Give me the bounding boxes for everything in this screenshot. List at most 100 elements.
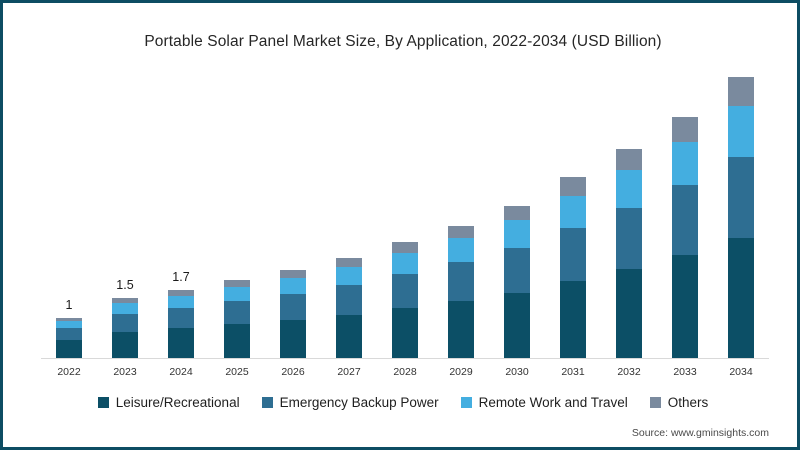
- bar-segment-2027-series-2[interactable]: [336, 267, 362, 286]
- x-tick-2023: 2023: [113, 366, 137, 378]
- bar-2023[interactable]: [112, 297, 138, 358]
- bar-segment-2025-series-0[interactable]: [224, 323, 250, 358]
- bar-segment-2025-series-1[interactable]: [224, 301, 250, 324]
- bar-segment-2032-series-2[interactable]: [616, 170, 642, 208]
- bar-segment-2022-series-3[interactable]: [56, 317, 82, 322]
- bar-segment-2030-series-0[interactable]: [504, 292, 530, 358]
- bar-segment-2031-series-0[interactable]: [560, 280, 586, 358]
- legend-item-1[interactable]: Emergency Backup Power: [261, 395, 439, 410]
- x-tick-2028: 2028: [393, 366, 417, 378]
- chart-title: Portable Solar Panel Market Size, By App…: [144, 33, 662, 50]
- bar-segment-2022-series-1[interactable]: [56, 328, 82, 340]
- legend-item-0[interactable]: Leisure/Recreational: [97, 395, 240, 410]
- legend-item-2[interactable]: Remote Work and Travel: [460, 395, 628, 410]
- legend-swatch-icon-0: [97, 397, 109, 408]
- bar-segment-2030-series-1[interactable]: [504, 248, 530, 293]
- bar-segment-2029-series-1[interactable]: [448, 262, 474, 301]
- bar-segment-2028-series-2[interactable]: [392, 252, 418, 274]
- bar-segment-2027-series-3[interactable]: [336, 257, 362, 268]
- bar-value-label-2023: 1.5: [116, 277, 134, 292]
- x-tick-2026: 2026: [281, 366, 305, 378]
- bar-segment-2025-series-3[interactable]: [224, 279, 250, 287]
- bar-segment-2025-series-2[interactable]: [224, 286, 250, 302]
- bar-segment-2034-series-2[interactable]: [728, 105, 754, 157]
- bar-segment-2024-series-3[interactable]: [168, 289, 194, 296]
- x-tick-2032: 2032: [617, 366, 641, 378]
- x-tick-2031: 2031: [561, 366, 585, 378]
- bar-segment-2028-series-1[interactable]: [392, 273, 418, 308]
- bar-segment-2026-series-1[interactable]: [280, 294, 306, 320]
- x-tick-2024: 2024: [169, 366, 193, 378]
- bar-segment-2030-series-2[interactable]: [504, 220, 530, 249]
- legend-label-1: Emergency Backup Power: [279, 395, 439, 410]
- bar-value-label-2024: 1.7: [172, 269, 190, 284]
- bar-segment-2023-series-1[interactable]: [112, 313, 138, 332]
- bar-segment-2022-series-2[interactable]: [56, 321, 82, 329]
- bar-segment-2027-series-1[interactable]: [336, 285, 362, 315]
- bar-2024[interactable]: [168, 289, 194, 358]
- legend-item-3[interactable]: Others: [649, 395, 709, 410]
- bar-2022[interactable]: [56, 317, 82, 358]
- bar-segment-2026-series-2[interactable]: [280, 278, 306, 295]
- bar-segment-2024-series-0[interactable]: [168, 328, 194, 358]
- bar-2031[interactable]: [560, 177, 586, 358]
- bar-segment-2031-series-3[interactable]: [560, 177, 586, 196]
- bar-segment-2033-series-0[interactable]: [672, 255, 698, 358]
- bar-segment-2033-series-3[interactable]: [672, 117, 698, 142]
- bar-segment-2032-series-3[interactable]: [616, 149, 642, 171]
- bar-segment-2031-series-2[interactable]: [560, 195, 586, 229]
- bar-segment-2023-series-0[interactable]: [112, 331, 138, 358]
- bar-segment-2030-series-3[interactable]: [504, 205, 530, 221]
- bar-segment-2031-series-1[interactable]: [560, 228, 586, 281]
- x-tick-2034: 2034: [729, 366, 753, 378]
- x-tick-2027: 2027: [337, 366, 361, 378]
- bar-segment-2024-series-2[interactable]: [168, 295, 194, 309]
- bar-segment-2028-series-3[interactable]: [392, 241, 418, 253]
- bar-segment-2034-series-0[interactable]: [728, 238, 754, 358]
- x-tick-2029: 2029: [449, 366, 473, 378]
- bar-segment-2027-series-0[interactable]: [336, 314, 362, 358]
- bar-2034[interactable]: [728, 77, 754, 358]
- x-axis-line: [41, 358, 769, 359]
- x-tick-2022: 2022: [57, 366, 81, 378]
- bar-2033[interactable]: [672, 117, 698, 358]
- bar-segment-2032-series-0[interactable]: [616, 268, 642, 358]
- bar-segment-2029-series-3[interactable]: [448, 225, 474, 238]
- legend-swatch-icon-1: [261, 397, 273, 408]
- legend-label-0: Leisure/Recreational: [115, 395, 240, 410]
- bar-value-label-2022: 1: [65, 297, 73, 312]
- bar-segment-2032-series-1[interactable]: [616, 207, 642, 269]
- bar-2028[interactable]: [392, 241, 418, 358]
- bar-segment-2024-series-1[interactable]: [168, 308, 194, 329]
- bar-2027[interactable]: [336, 257, 362, 358]
- bar-segment-2034-series-3[interactable]: [728, 77, 754, 106]
- bar-segment-2023-series-2[interactable]: [112, 303, 138, 314]
- bar-2025[interactable]: [224, 279, 250, 358]
- legend-label-3: Others: [667, 395, 709, 410]
- bar-2029[interactable]: [448, 225, 474, 358]
- bar-segment-2033-series-1[interactable]: [672, 185, 698, 256]
- bar-segment-2028-series-0[interactable]: [392, 307, 418, 358]
- bar-segment-2023-series-3[interactable]: [112, 297, 138, 304]
- bar-segment-2029-series-0[interactable]: [448, 301, 474, 358]
- x-tick-2030: 2030: [505, 366, 529, 378]
- bar-2030[interactable]: [504, 205, 530, 358]
- legend-swatch-icon-3: [649, 397, 661, 408]
- legend-label-2: Remote Work and Travel: [478, 395, 628, 410]
- bar-segment-2034-series-1[interactable]: [728, 156, 754, 239]
- bar-segment-2029-series-2[interactable]: [448, 238, 474, 263]
- x-tick-2033: 2033: [673, 366, 697, 378]
- bar-segment-2033-series-2[interactable]: [672, 141, 698, 186]
- bar-segment-2026-series-3[interactable]: [280, 269, 306, 279]
- bar-2026[interactable]: [280, 269, 306, 358]
- chart-legend: Leisure/Recreational Emergency Backup Pow…: [3, 395, 797, 410]
- x-axis-tick-labels: 2022 2023 2024 2025 2026 2027 2028 2029 2030 2031…: [41, 366, 769, 384]
- plot-area: 1 1.5 1.7: [41, 73, 769, 358]
- bar-segment-2022-series-0[interactable]: [56, 339, 82, 358]
- bar-2032[interactable]: [616, 149, 642, 358]
- legend-swatch-icon-2: [460, 397, 472, 408]
- bar-segment-2026-series-0[interactable]: [280, 319, 306, 358]
- x-tick-2025: 2025: [225, 366, 249, 378]
- source-attribution: Source: www.gminsights.com: [631, 427, 769, 439]
